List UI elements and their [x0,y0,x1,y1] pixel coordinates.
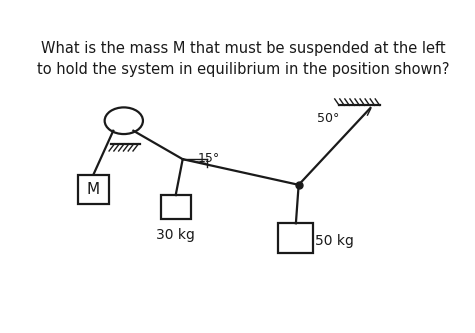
Text: 50°: 50° [317,112,339,125]
Text: What is the mass M that must be suspended at the left
to hold the system in equi: What is the mass M that must be suspende… [37,41,450,77]
Text: 50 kg: 50 kg [315,234,354,248]
Bar [161,195,191,219]
Text: 15°: 15° [198,152,219,165]
Text: M: M [86,182,100,197]
Bar [78,174,109,204]
Text: 30 kg: 30 kg [156,228,195,242]
Bar [278,223,314,253]
